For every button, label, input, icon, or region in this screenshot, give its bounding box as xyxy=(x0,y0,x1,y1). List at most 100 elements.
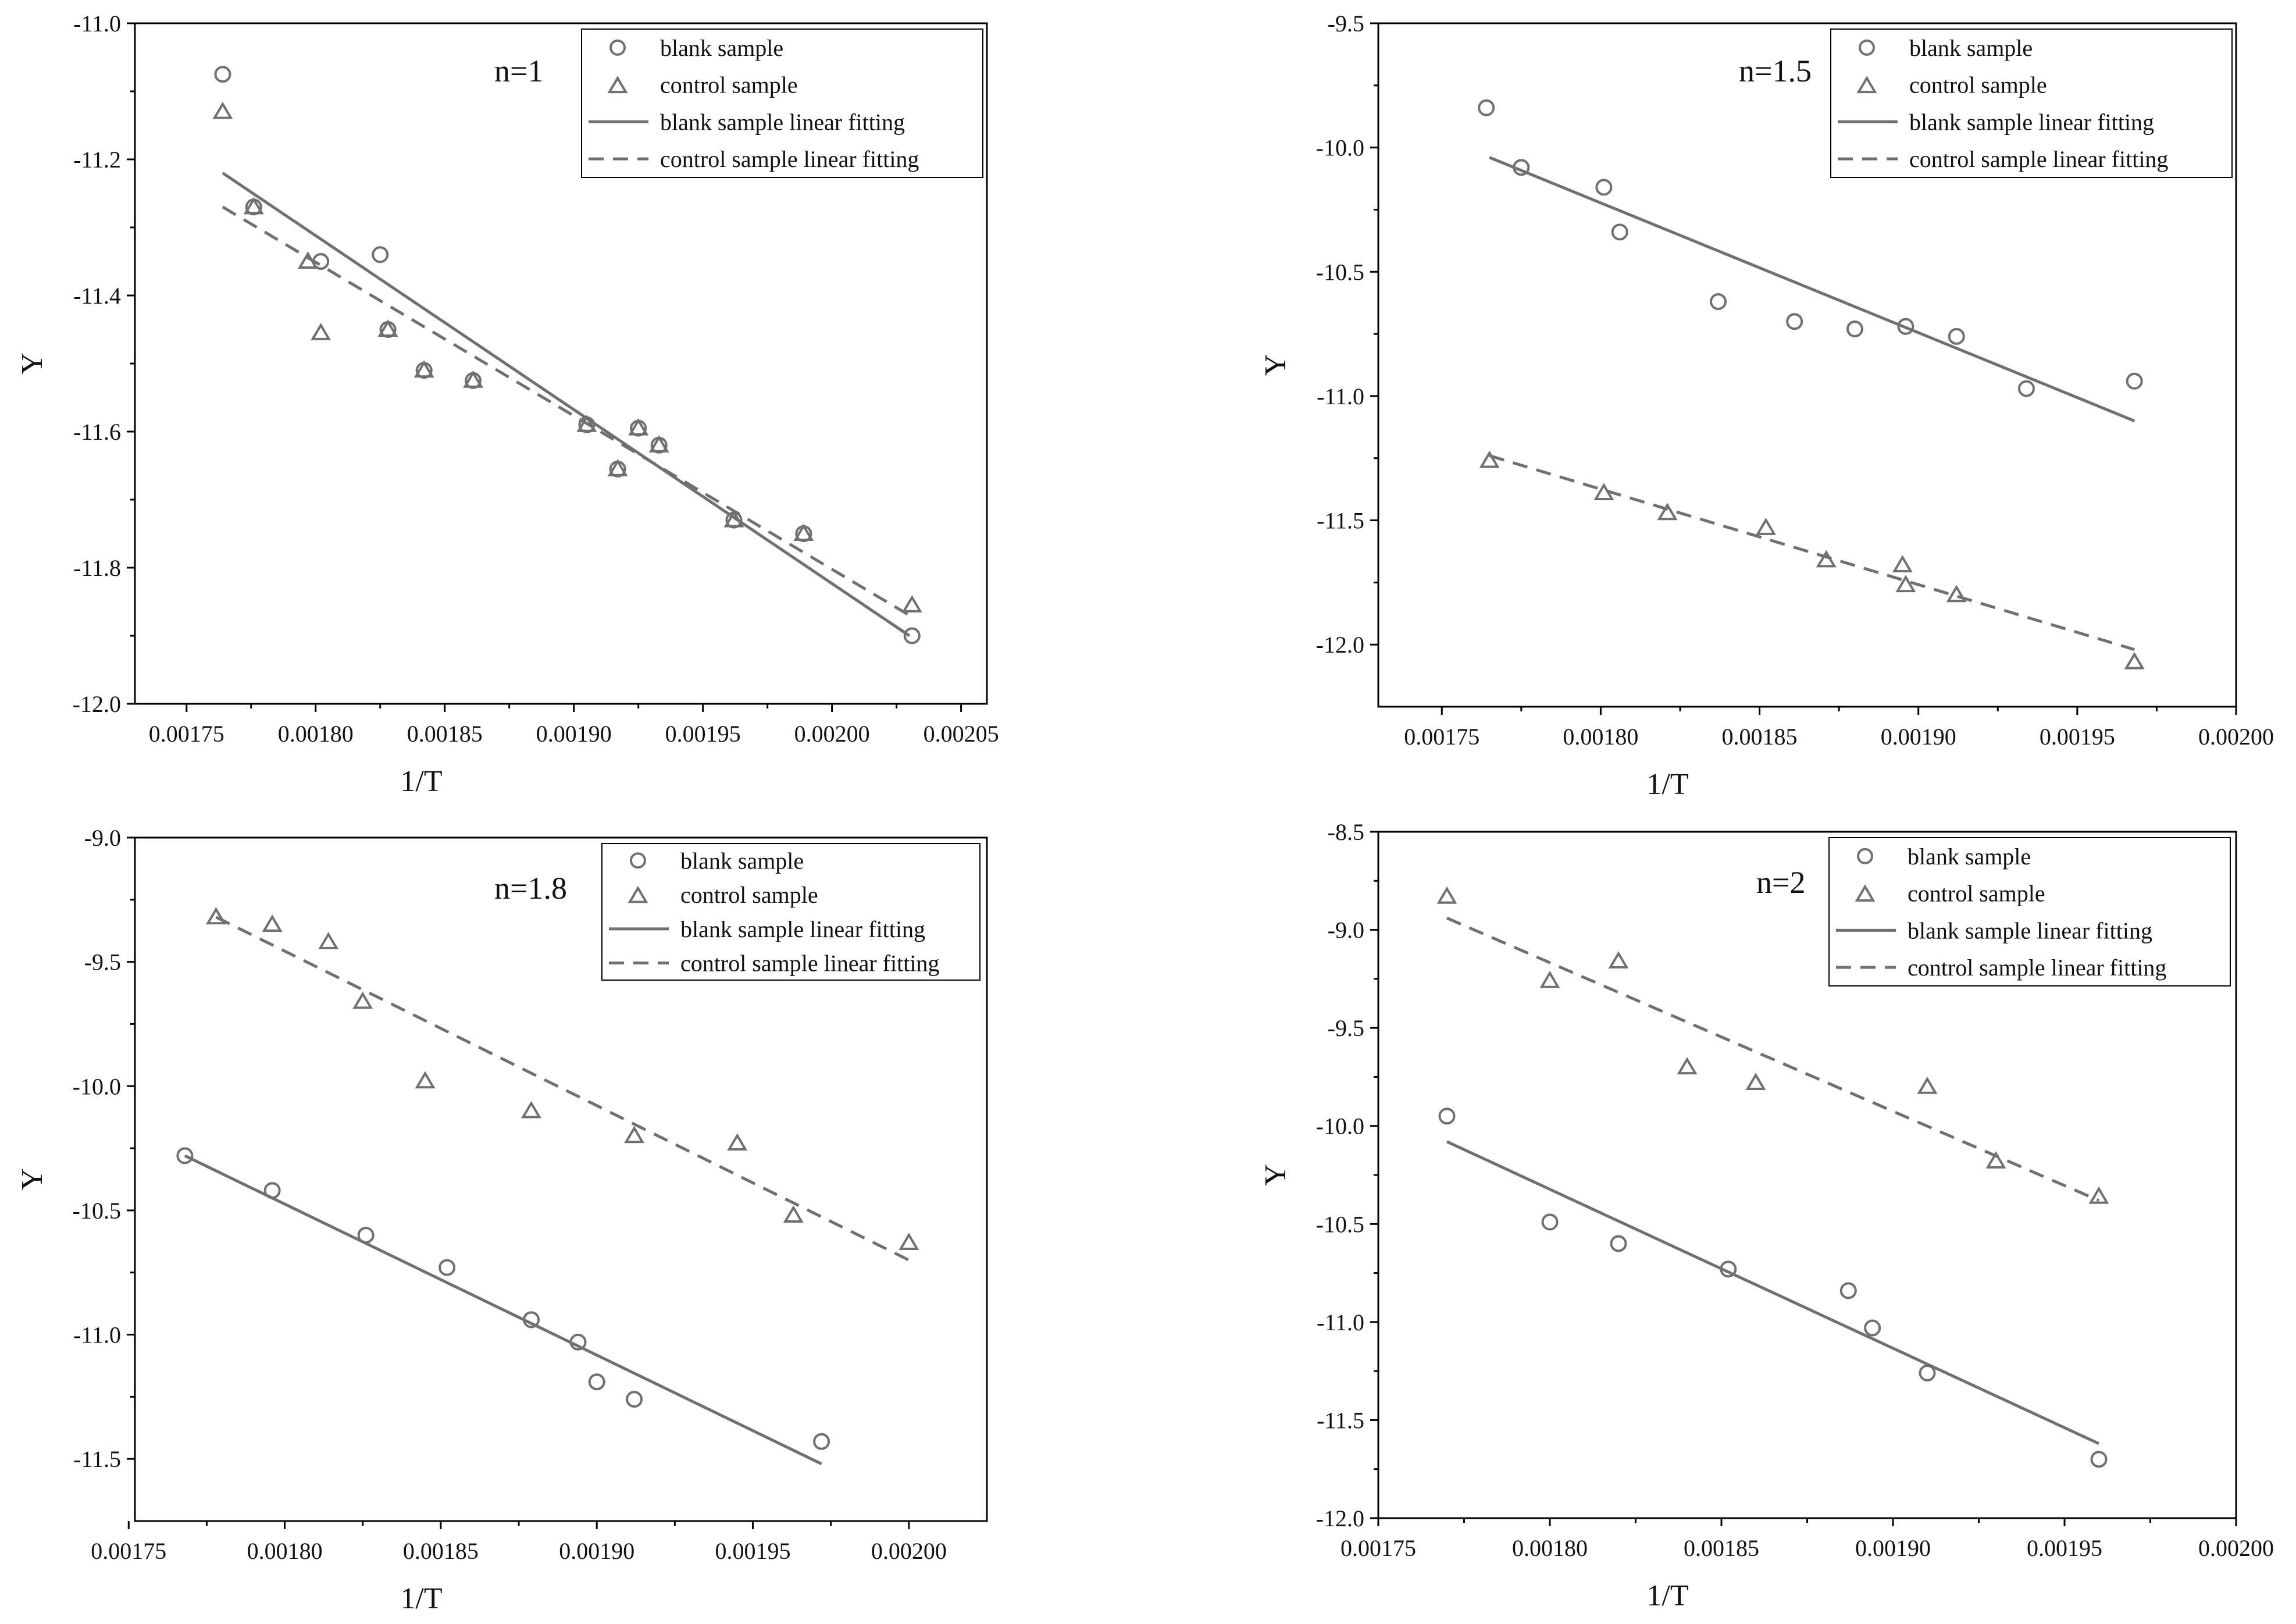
x-tick-label: 0.00190 xyxy=(1855,1535,1931,1561)
control-point xyxy=(783,1205,804,1223)
control-point xyxy=(413,360,434,378)
control-fit-line xyxy=(215,916,910,1262)
y-tick-label: -10.5 xyxy=(73,1198,121,1224)
blank-point xyxy=(1919,1365,1936,1382)
x-tick-label: 0.00195 xyxy=(665,721,741,747)
blank-point xyxy=(523,1311,540,1329)
blank-point xyxy=(372,246,389,263)
x-tick-label: 0.00195 xyxy=(715,1538,791,1564)
y-tick-label: -11.8 xyxy=(73,555,121,581)
control-point xyxy=(1657,503,1678,521)
blank-point xyxy=(1839,1282,1857,1299)
control-point xyxy=(628,418,649,436)
x-tick-label: 0.00205 xyxy=(924,721,999,747)
y-tick-label: -9.5 xyxy=(1328,10,1364,37)
control-fit-line xyxy=(1489,454,2135,651)
y-tick-label: -10.0 xyxy=(1316,1113,1364,1139)
control-point xyxy=(415,1071,436,1089)
blank-point xyxy=(1897,318,1914,335)
legend-label: blank sample linear fitting xyxy=(1908,917,2152,943)
blank-point xyxy=(357,1227,375,1244)
y-tick-label: -11.6 xyxy=(73,419,121,445)
x-tick-label: 0.00175 xyxy=(149,721,224,747)
legend-blank-symbol xyxy=(1857,847,1873,864)
legend-box xyxy=(601,843,981,981)
control-point xyxy=(262,914,283,932)
chart-panel-1: 0.00175 0.00180 0.00185 0.00190 0.00195 0.002… xyxy=(16,10,999,798)
blank-point xyxy=(1438,1107,1456,1125)
legend-blank-symbol xyxy=(630,852,646,869)
y-tick-label: -10.5 xyxy=(1316,259,1364,285)
blank-point xyxy=(214,66,231,83)
blank-point xyxy=(1513,159,1530,176)
x-tick-label: 0.00185 xyxy=(403,1538,479,1564)
x-tick-label: 0.00175 xyxy=(1404,724,1479,750)
control-point xyxy=(463,371,484,388)
control-point xyxy=(2088,1186,2109,1204)
legend-box xyxy=(581,29,983,178)
x-tick-label: 0.00190 xyxy=(559,1538,634,1564)
n-annotation: n=2 xyxy=(1756,865,1805,900)
y-tick-label: -11.0 xyxy=(73,10,121,37)
control-point xyxy=(1946,585,1967,603)
x-tick-label: 0.00200 xyxy=(2198,1535,2274,1561)
x-tick-label: 0.00195 xyxy=(2027,1535,2102,1561)
x-tick-label: 0.00180 xyxy=(1563,724,1638,750)
control-point xyxy=(901,595,922,612)
control-point xyxy=(206,907,227,925)
y-axis-label: Y xyxy=(1259,1164,1292,1186)
x-tick-label: 0.00180 xyxy=(278,721,354,747)
legend-label: control sample xyxy=(1908,881,2045,907)
legend-box xyxy=(1828,837,2231,986)
blank-fit-line xyxy=(184,1154,822,1465)
legend-label: control sample xyxy=(1909,72,2047,98)
legend-label: blank sample xyxy=(660,35,783,61)
control-point xyxy=(318,932,339,949)
blank-point xyxy=(1541,1213,1559,1231)
y-axis-label: Y xyxy=(1259,354,1292,376)
control-point xyxy=(899,1233,919,1250)
blank-point xyxy=(2090,1451,2108,1468)
blank-point xyxy=(1720,1260,1737,1278)
blank-point xyxy=(2126,372,2143,390)
plot-frame xyxy=(1377,22,2237,708)
blank-point xyxy=(263,1182,281,1199)
x-tick-label: 0.00185 xyxy=(1684,1535,1759,1561)
control-point xyxy=(311,323,331,340)
control-point xyxy=(352,991,373,1009)
y-tick-label: -11.0 xyxy=(73,1322,121,1348)
y-tick-label: -11.5 xyxy=(1317,1407,1364,1433)
control-point xyxy=(1895,575,1916,593)
legend-control-symbol xyxy=(607,76,628,94)
legend-control-symbol xyxy=(1856,76,1877,94)
legend-label: control sample linear fitting xyxy=(1909,146,2168,172)
blank-fit-line xyxy=(1446,1140,2100,1445)
y-axis-label: Y xyxy=(16,352,49,375)
control-point xyxy=(377,319,398,337)
control-point xyxy=(624,1126,645,1144)
control-point xyxy=(576,415,597,432)
y-tick-label: -11.5 xyxy=(73,1446,121,1472)
x-tick-label: 0.00195 xyxy=(2040,724,2115,750)
blank-point xyxy=(1611,223,1628,241)
legend-label: blank sample linear fitting xyxy=(660,109,905,135)
blank-point xyxy=(1610,1235,1627,1252)
legend-label: blank sample linear fitting xyxy=(680,916,925,942)
control-point xyxy=(1608,951,1629,969)
control-point xyxy=(1479,450,1500,468)
control-fit-line xyxy=(1446,917,2099,1202)
control-point xyxy=(1892,555,1913,572)
control-point xyxy=(212,101,233,119)
legend-box xyxy=(1830,29,2233,178)
legend-label: blank sample xyxy=(1909,35,2033,61)
legend-control-symbol xyxy=(1855,884,1876,902)
x-tick-label: 0.00175 xyxy=(91,1538,166,1564)
blank-point xyxy=(1478,99,1495,116)
blank-point xyxy=(1948,327,1965,345)
chart-panel-3: 0.00175 0.00180 0.00185 0.00190 0.00195 0.002… xyxy=(16,825,988,1615)
legend-label: blank sample xyxy=(680,847,804,874)
blank-point xyxy=(1595,179,1613,196)
x-tick-label: 0.00175 xyxy=(1340,1535,1416,1561)
x-tick-label: 0.00190 xyxy=(536,721,612,747)
blank-point xyxy=(1786,313,1803,330)
